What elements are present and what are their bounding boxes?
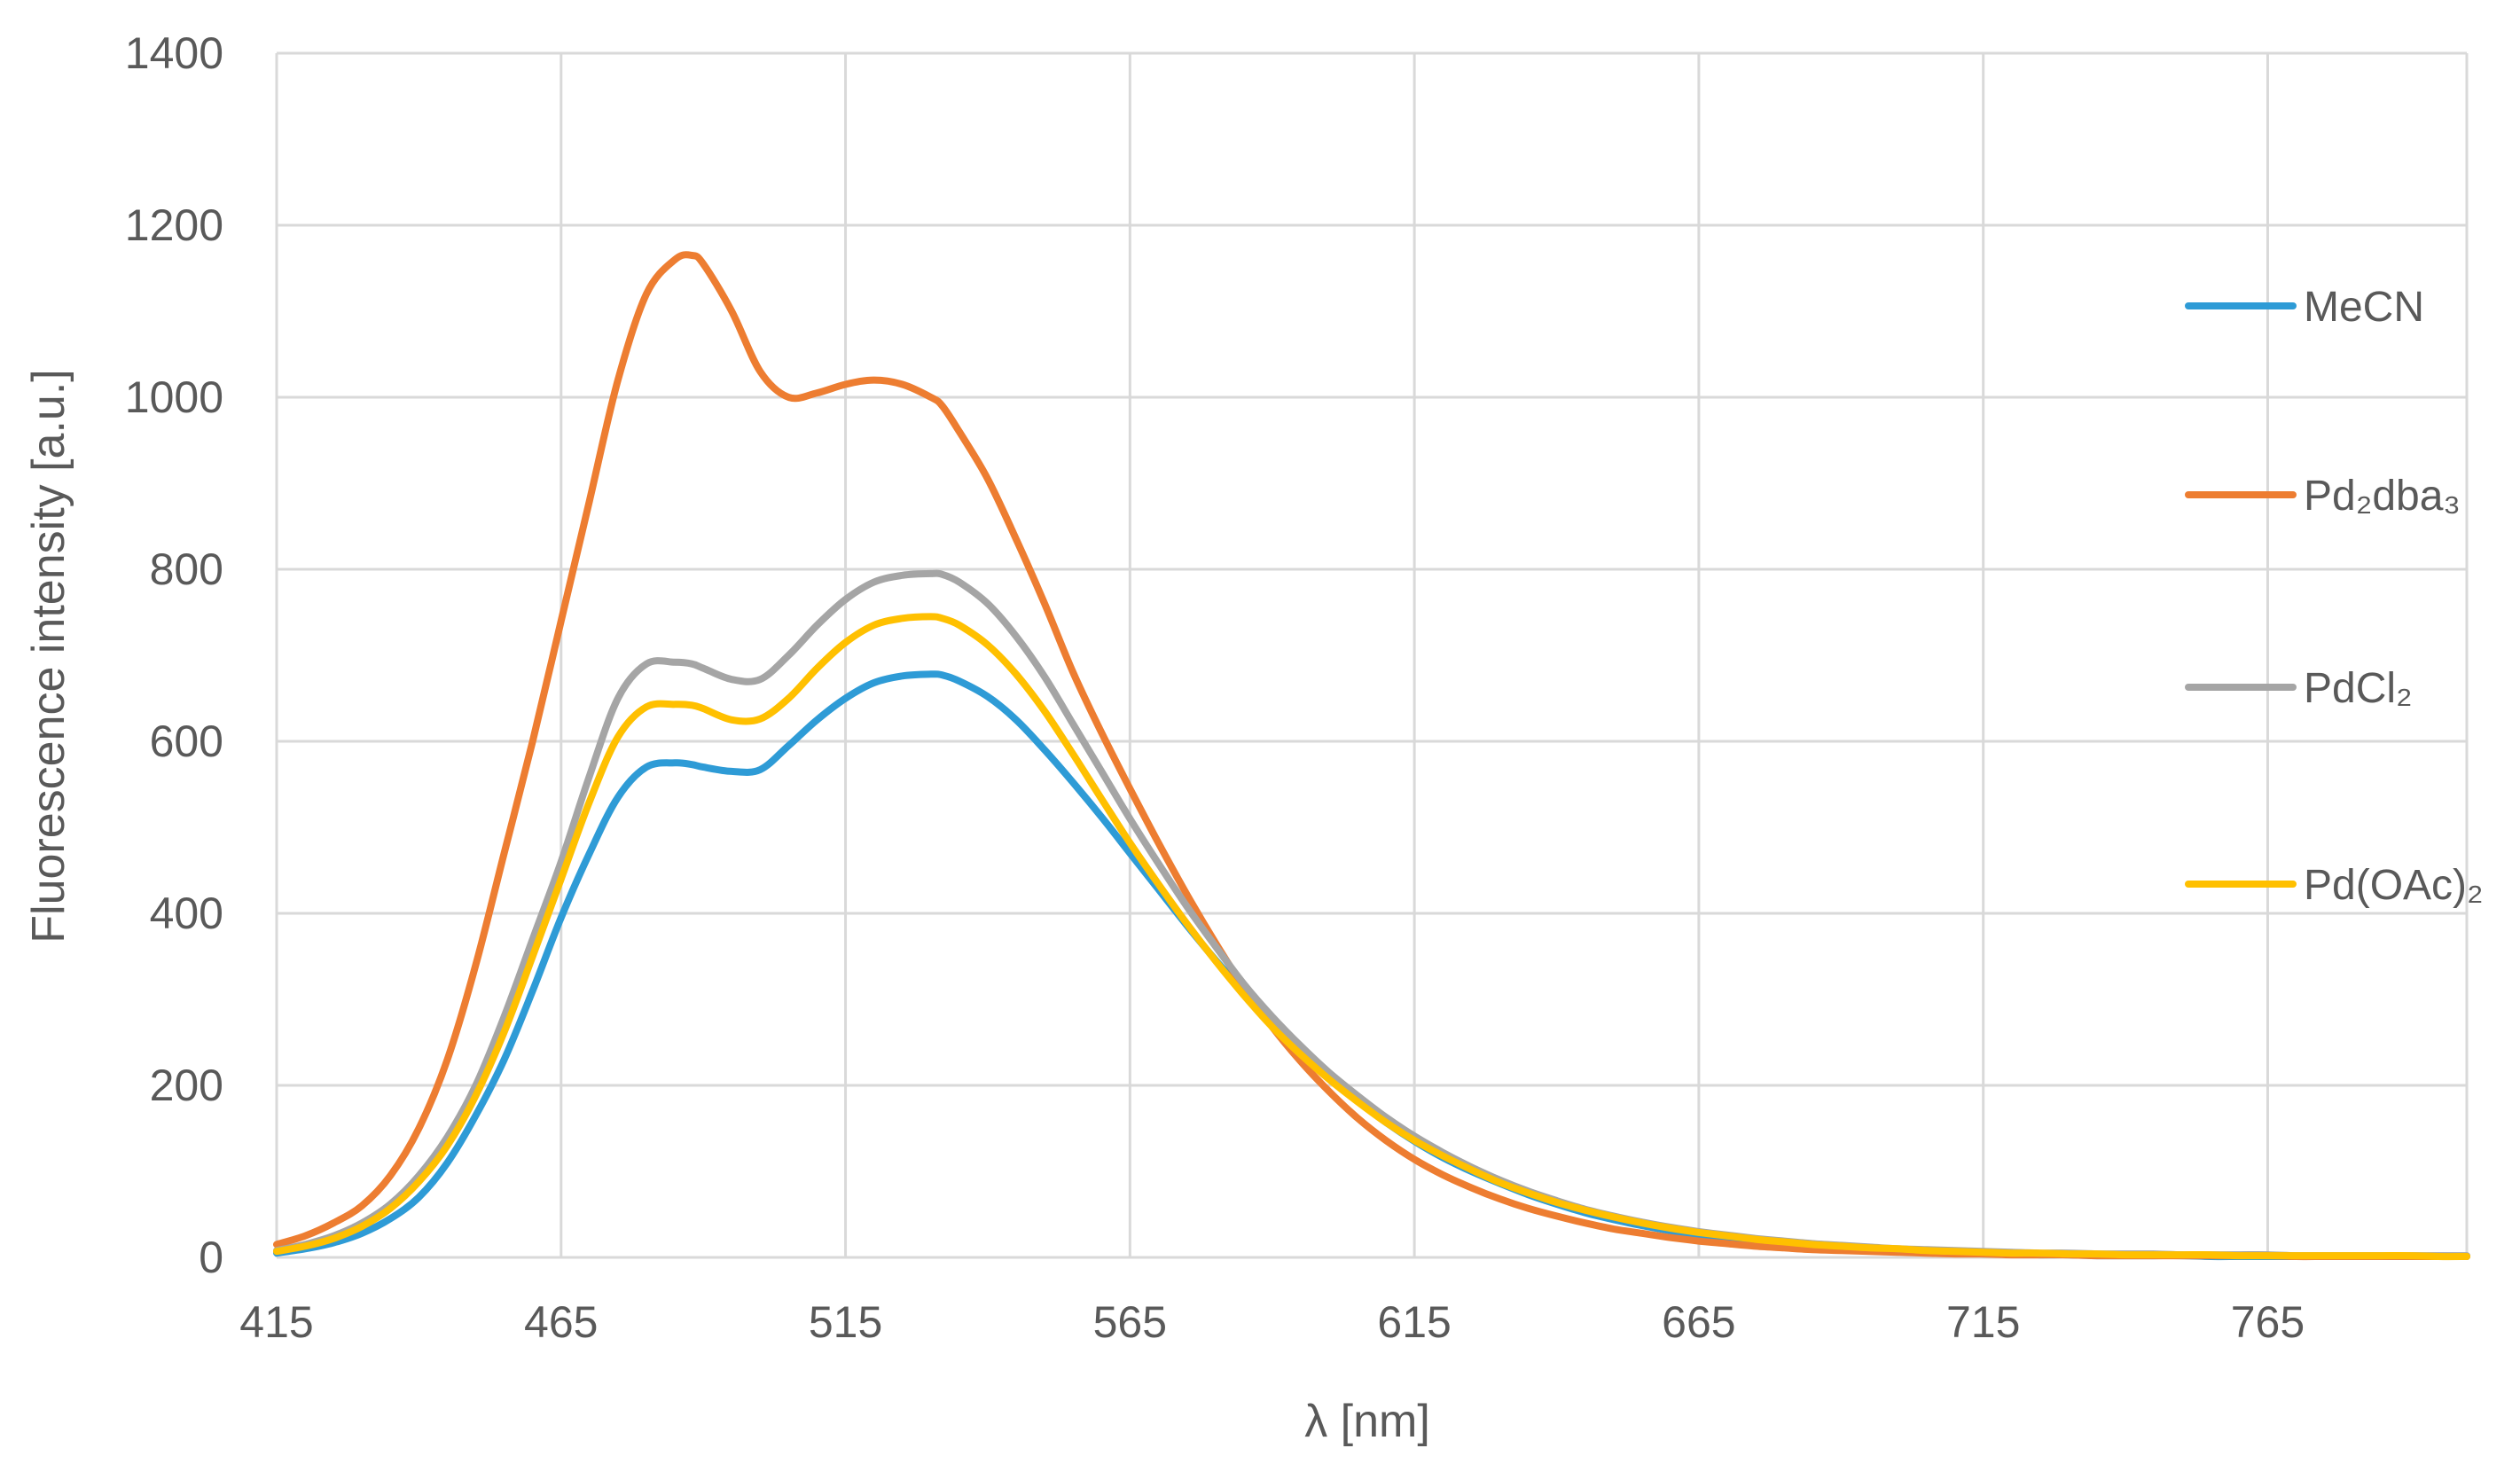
x-tick-label: 665	[1662, 1297, 1735, 1347]
legend-label: Pd₂dba₃	[2304, 473, 2461, 520]
y-axis-title: Fluorescence intensity [a.u.]	[23, 369, 74, 943]
legend-item-pdcl: PdCl₂	[2185, 665, 2413, 712]
x-tick-label: 765	[2231, 1297, 2305, 1347]
series-line-pd-oac	[273, 613, 2470, 1261]
y-tick-label: 0	[199, 1233, 223, 1282]
grid	[275, 51, 2469, 1259]
x-tick-label: 715	[1946, 1297, 2020, 1347]
y-tick-label: 1400	[125, 28, 223, 78]
legend-label: MeCN	[2304, 284, 2424, 331]
y-tick-label: 1200	[125, 200, 223, 250]
y-tick-label: 400	[150, 889, 223, 938]
legend-item-pd-dba: Pd₂dba₃	[2185, 473, 2461, 520]
legend-item-mecn: MeCN	[2185, 284, 2424, 331]
x-tick-label: 465	[524, 1297, 598, 1347]
legend-item-pd-oac: Pd(OAc)₂	[2185, 862, 2484, 909]
legend-label: Pd(OAc)₂	[2304, 862, 2484, 909]
x-tick-label: 565	[1093, 1297, 1167, 1347]
legend-label: PdCl₂	[2304, 665, 2413, 712]
y-tick-label: 200	[150, 1061, 223, 1110]
y-tick-label: 600	[150, 716, 223, 766]
x-tick-label: 415	[239, 1297, 313, 1347]
series-layer	[273, 251, 2470, 1261]
y-tick-label: 1000	[125, 372, 223, 422]
x-tick-label: 515	[809, 1297, 882, 1347]
tick-labels: 0 200 400 600 800 1000 1200 1400 415 465 515 565 615…	[125, 28, 2305, 1347]
legend: MeCN Pd₂dba₃ PdCl₂ Pd(OAc)₂	[2185, 284, 2484, 909]
x-axis-title: λ [nm]	[1304, 1396, 1430, 1447]
x-tick-label: 615	[1377, 1297, 1451, 1347]
y-tick-label: 800	[150, 544, 223, 594]
